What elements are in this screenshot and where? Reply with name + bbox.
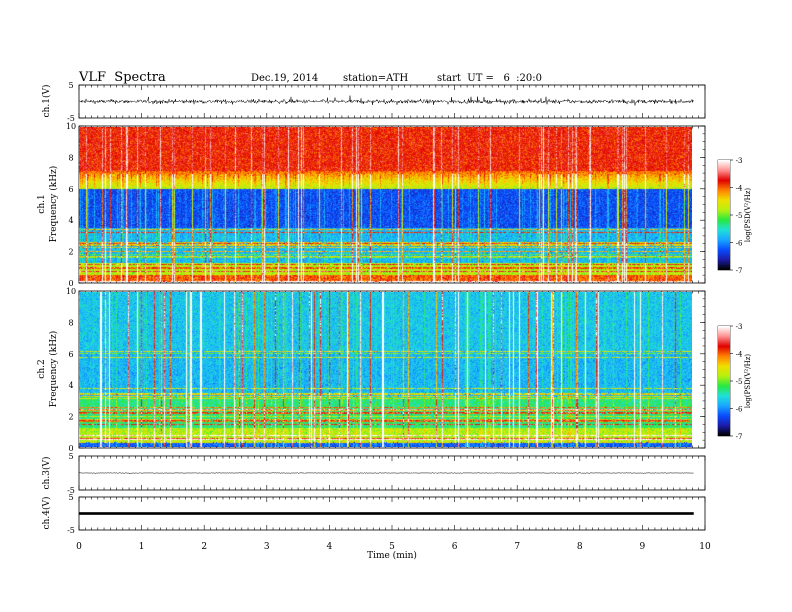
ch4-wave-ylabel: ch.4(V): [41, 497, 52, 530]
colorbar-tick-label: -6: [736, 406, 743, 414]
x-tick-label: 10: [699, 542, 711, 552]
waveform-ch1-wave: [78, 95, 694, 106]
y-tick-label-ch2-spec: 2: [68, 413, 73, 422]
colorbar-tick-label: -6: [736, 240, 743, 248]
y-tick-label-ch4-wave: 5: [68, 493, 73, 502]
colorbar-tick-label: -7: [736, 433, 743, 441]
y-tick-label-ch1-spec: 2: [68, 248, 73, 257]
ch2-spec-ylabel-frequency: Frequency (kHz): [48, 331, 59, 408]
ch2-spectrogram: [79, 292, 692, 447]
x-axis-label: Time (min): [367, 550, 417, 561]
x-tick-label: 6: [452, 542, 458, 552]
y-tick-label-ch2-spec: 0: [68, 444, 73, 453]
x-tick-label: 4: [327, 542, 333, 552]
colorbar-tick-label: -5: [736, 212, 743, 220]
y-tick-label-ch1-wave: -5: [67, 114, 75, 123]
colorbar-tick-label: -4: [736, 351, 743, 359]
figure-title: VLF Spectra: [79, 70, 166, 85]
y-tick-label-ch1-spec: 0: [68, 279, 73, 288]
colorbar-label: log(PSD(V²/Hz): [744, 188, 752, 243]
date-label: Dec.19, 2014: [251, 73, 319, 84]
colorbar-tick-label: -3: [736, 157, 743, 165]
colorbar-label: log(PSD(V²/Hz): [744, 354, 752, 409]
x-tick-label: 9: [640, 542, 646, 552]
ch1-spectrogram: [79, 127, 692, 282]
x-tick-label: 3: [264, 542, 270, 552]
ch2-colorbar: [718, 326, 730, 436]
colorbar-tick-label: -5: [736, 378, 743, 386]
colorbar-tick-label: -4: [736, 185, 743, 193]
y-tick-label-ch1-spec: 8: [68, 153, 73, 162]
y-tick-label-ch2-spec: 4: [68, 381, 73, 390]
x-tick-label: 1: [139, 542, 145, 552]
y-tick-label-ch4-wave: -5: [67, 526, 75, 535]
y-tick-label-ch3-wave: -5: [67, 486, 75, 495]
ch1-colorbar: [718, 160, 730, 270]
waveform-ch3-wave: [78, 472, 694, 474]
y-tick-label-ch2-spec: 10: [66, 287, 76, 296]
y-tick-label-ch3-wave: 5: [68, 452, 73, 461]
ch1-wave-ylabel: ch.1(V): [41, 85, 52, 118]
y-tick-label-ch2-spec: 8: [68, 318, 73, 327]
colorbar-tick-label: -7: [736, 267, 743, 275]
x-tick-label: 2: [201, 542, 207, 552]
y-tick-label-ch1-spec: 6: [68, 185, 73, 194]
x-tick-label: 8: [577, 542, 583, 552]
ch2-spec-ylabel-channel: ch.2: [37, 359, 47, 378]
y-tick-label-ch1-spec: 4: [68, 216, 73, 225]
y-tick-label-ch1-spec: 10: [66, 122, 76, 131]
y-tick-label-ch1-wave: 5: [68, 81, 73, 90]
station-label: station=ATH: [343, 73, 409, 84]
start-time-label: start UT = 6 :20:0: [437, 73, 543, 84]
ch3-wave-ylabel: ch.3(V): [41, 457, 52, 490]
ch1-spec-ylabel-channel: ch.1: [37, 194, 47, 213]
ch1-spec-ylabel-frequency: Frequency (kHz): [48, 166, 59, 243]
x-tick-label: 5: [389, 542, 395, 552]
y-tick-label-ch2-spec: 6: [68, 350, 73, 359]
ch4-waveform-band: [79, 512, 694, 515]
colorbar-tick-label: -3: [736, 323, 743, 331]
x-tick-label: 7: [514, 542, 520, 552]
x-tick-label: 0: [76, 542, 82, 552]
